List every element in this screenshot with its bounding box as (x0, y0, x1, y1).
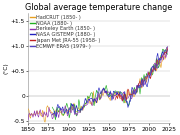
Legend: HadCRUT (1850- ), NOAA (1880- ), Berkeley Earth (1850- ), NASA GISTEMP (1880- ),: HadCRUT (1850- ), NOAA (1880- ), Berkele… (29, 14, 101, 49)
Y-axis label: (°C): (°C) (3, 62, 8, 74)
Title: Global average temperature change: Global average temperature change (25, 4, 173, 12)
